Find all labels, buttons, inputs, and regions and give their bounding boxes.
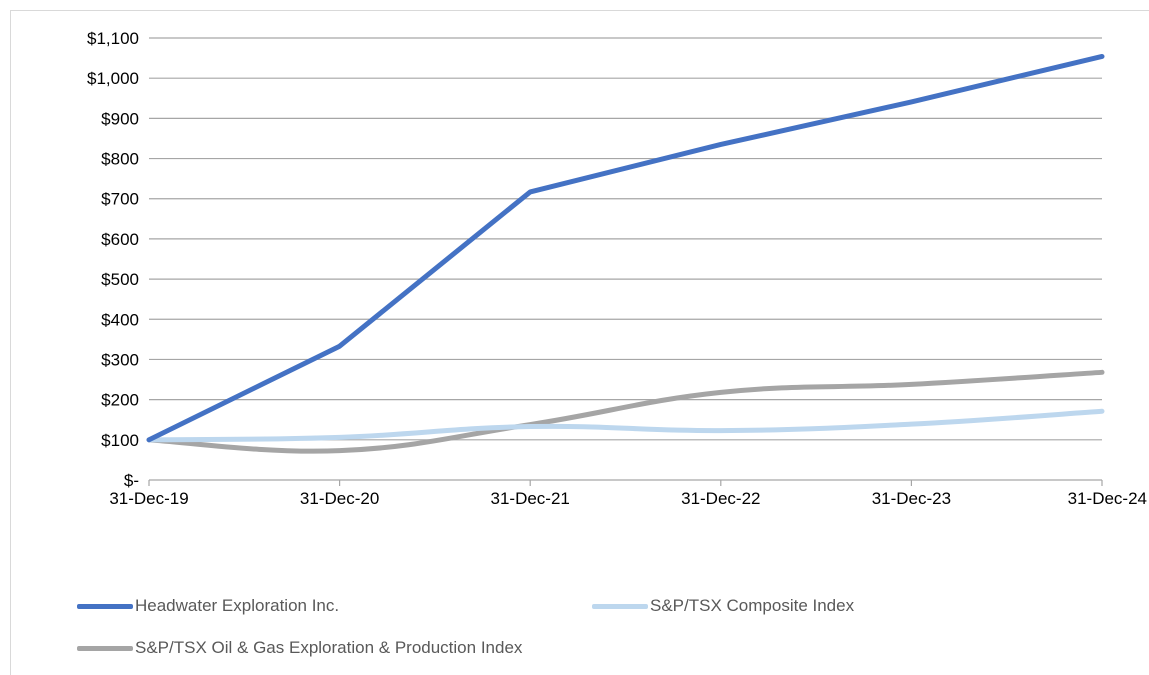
y-tick-label-7: $700 bbox=[101, 190, 139, 209]
series-line-headwater bbox=[146, 53, 1105, 443]
x-tick-label-4: 31-Dec-23 bbox=[872, 489, 951, 508]
y-tick-label-5: $500 bbox=[101, 270, 139, 289]
y-tick-label-11: $1,100 bbox=[87, 29, 139, 48]
series-lines bbox=[146, 53, 1105, 454]
y-tick-label-9: $900 bbox=[101, 109, 139, 128]
y-tick-label-8: $800 bbox=[101, 150, 139, 169]
legend-item-composite: S&P/TSX Composite Index bbox=[592, 596, 854, 616]
y-tick-label-4: $400 bbox=[101, 310, 139, 329]
y-tick-label-2: $200 bbox=[101, 391, 139, 410]
x-tick-label-0: 31-Dec-19 bbox=[109, 489, 188, 508]
legend-swatch-oil-gas bbox=[77, 645, 133, 651]
chart-frame bbox=[10, 10, 1149, 675]
series-line-oil-gas bbox=[146, 369, 1105, 454]
legend-item-oil-gas: S&P/TSX Oil & Gas Exploration & Producti… bbox=[77, 638, 522, 658]
gridlines bbox=[148, 37, 1103, 486]
series-line-composite bbox=[146, 408, 1105, 443]
y-tick-label-6: $600 bbox=[101, 230, 139, 249]
legend-item-headwater: Headwater Exploration Inc. bbox=[77, 596, 339, 616]
x-tick-label-2: 31-Dec-21 bbox=[491, 489, 570, 508]
y-tick-label-3: $300 bbox=[101, 350, 139, 369]
y-tick-label-10: $1,000 bbox=[87, 69, 139, 88]
y-tick-label-1: $100 bbox=[101, 431, 139, 450]
legend-swatch-headwater bbox=[77, 603, 133, 609]
x-axis-tick-labels: 31-Dec-19 31-Dec-20 31-Dec-21 31-Dec-22 31-D… bbox=[109, 489, 1147, 508]
legend-swatch-composite bbox=[592, 603, 648, 609]
x-tick-label-1: 31-Dec-20 bbox=[300, 489, 379, 508]
y-axis-tick-labels: $- $100 $200 $300 $400 $500 $600 $700 $800 $900 $1… bbox=[87, 29, 139, 490]
legend-label-oil-gas: S&P/TSX Oil & Gas Exploration & Producti… bbox=[135, 638, 523, 657]
x-tick-label-5: 31-Dec-24 bbox=[1068, 489, 1147, 508]
x-tick-label-3: 31-Dec-22 bbox=[681, 489, 760, 508]
y-tick-label-0: $- bbox=[124, 471, 139, 490]
legend-label-headwater: Headwater Exploration Inc. bbox=[135, 596, 340, 615]
legend-label-composite: S&P/TSX Composite Index bbox=[650, 596, 855, 615]
